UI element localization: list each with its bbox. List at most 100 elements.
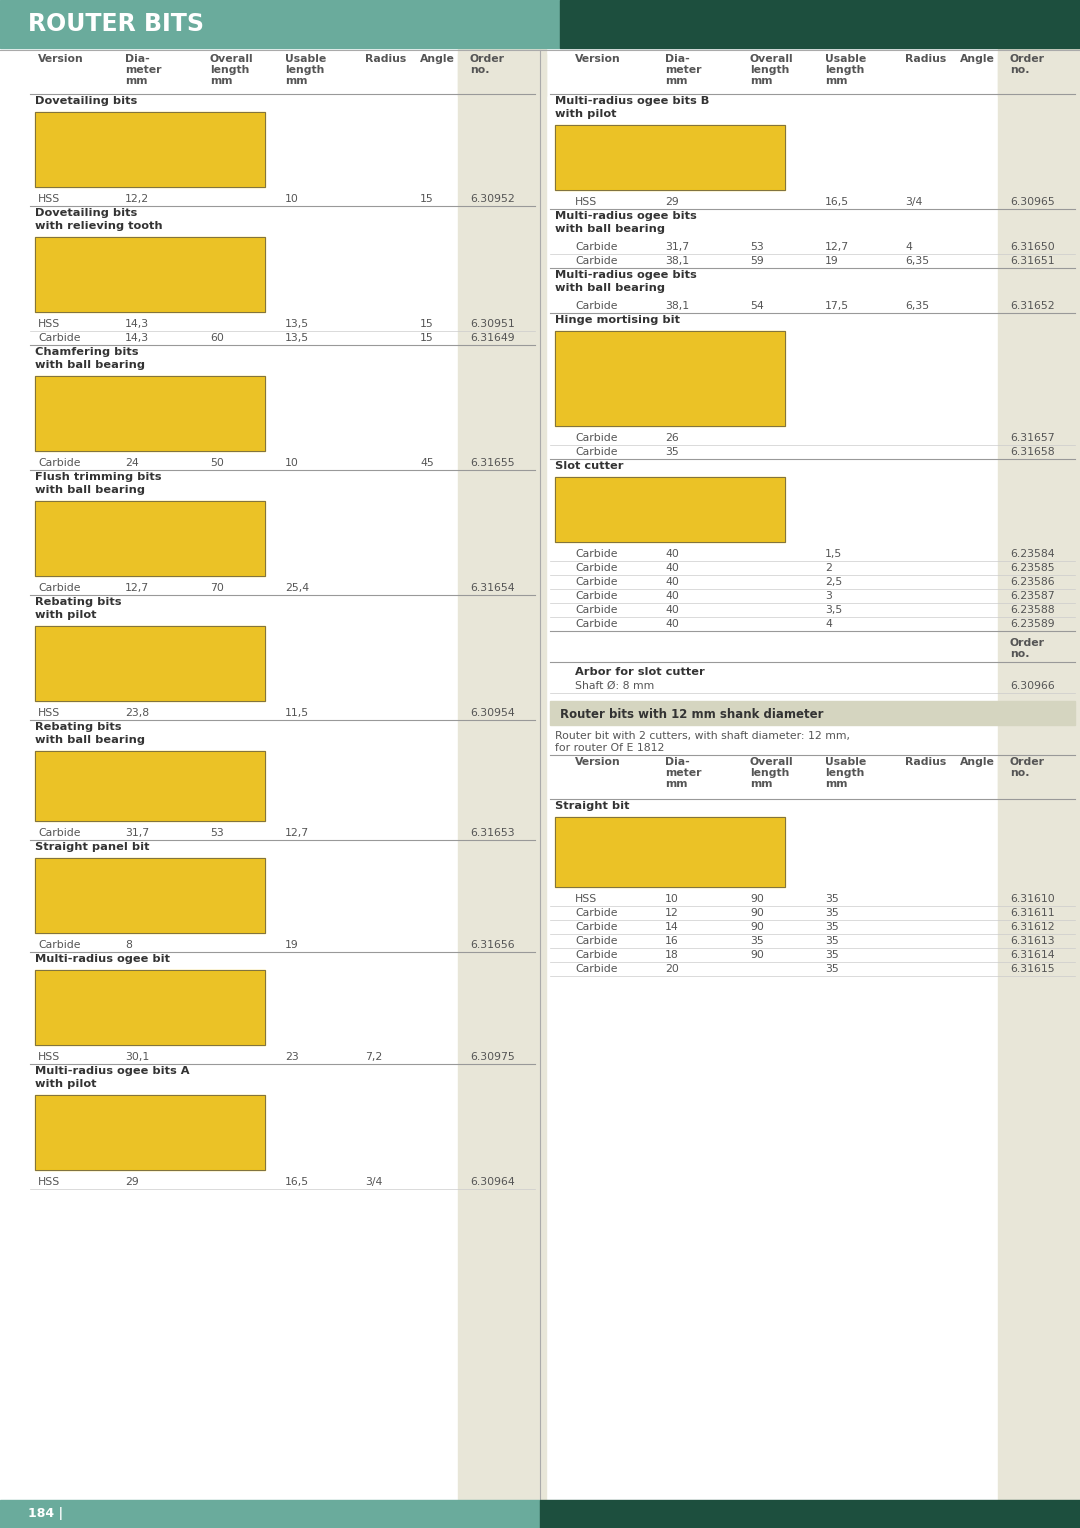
Text: Radius: Radius [905,756,946,767]
Text: 40: 40 [665,578,679,587]
Bar [35,1096,265,1170]
Text: 6.31614: 6.31614 [1010,950,1055,960]
Text: Carbide: Carbide [38,333,81,342]
Bar [458,40,546,1500]
Text: 6.31655: 6.31655 [470,458,515,468]
Text: 26: 26 [665,432,678,443]
Bar [35,750,265,821]
Text: Straight panel bit: Straight panel bit [35,842,149,853]
Text: Radius: Radius [905,53,946,64]
Text: Straight bit: Straight bit [555,801,630,811]
Text: Radius: Radius [365,53,406,64]
Text: Version: Version [575,53,621,64]
Text: Usable: Usable [285,53,326,64]
Text: 59: 59 [750,257,764,266]
Text: Dia-: Dia- [665,53,690,64]
Text: 12,7: 12,7 [825,241,849,252]
Text: HSS: HSS [575,894,597,905]
Bar [35,376,265,451]
Text: Carbide: Carbide [38,458,81,468]
Text: Overall: Overall [750,756,794,767]
Text: Dia-: Dia- [665,756,690,767]
Text: 18: 18 [665,950,678,960]
Text: 40: 40 [665,562,679,573]
Text: 19: 19 [285,940,299,950]
Text: 17,5: 17,5 [825,301,849,312]
Text: Rebating bits: Rebating bits [35,597,121,607]
Bar [540,1500,1080,1528]
Text: Version: Version [575,756,621,767]
Text: 38,1: 38,1 [665,301,689,312]
Text: 6.31657: 6.31657 [1010,432,1055,443]
Text: 8: 8 [125,940,132,950]
Bar [35,501,265,576]
Text: 3/4: 3/4 [905,197,922,206]
Bar [35,859,265,934]
Text: 6.23587: 6.23587 [1010,591,1055,601]
Bar [458,53,546,96]
Text: length: length [750,769,789,778]
Text: 6.30964: 6.30964 [470,1177,515,1187]
Bar [555,817,785,886]
Text: Dovetailing bits: Dovetailing bits [35,96,137,105]
Text: 6.30951: 6.30951 [470,319,515,329]
Text: 2,5: 2,5 [825,578,842,587]
Text: no.: no. [470,66,489,75]
Text: 6.31610: 6.31610 [1010,894,1055,905]
Text: Multi-radius ogee bits A: Multi-radius ogee bits A [35,1067,189,1076]
Bar [0,0,561,47]
Text: Arbor for slot cutter: Arbor for slot cutter [575,668,705,677]
Text: 13,5: 13,5 [285,319,309,329]
Text: 14: 14 [665,921,678,932]
Text: Order: Order [1010,756,1045,767]
Text: Order: Order [470,53,505,64]
Text: Angle: Angle [960,53,995,64]
Text: 54: 54 [750,301,764,312]
Text: 184 |: 184 | [28,1508,63,1520]
Text: 29: 29 [665,197,678,206]
Text: HSS: HSS [38,194,60,205]
Bar [998,53,1080,96]
Bar [35,112,265,186]
Text: Rebating bits: Rebating bits [35,723,121,732]
Text: 70: 70 [210,584,224,593]
Text: with ball bearing: with ball bearing [35,484,145,495]
Text: 12: 12 [665,908,678,918]
Text: 53: 53 [210,828,224,837]
Text: Multi-radius ogee bits B: Multi-radius ogee bits B [555,96,710,105]
Text: Multi-radius ogee bits: Multi-radius ogee bits [555,270,697,280]
Bar [555,332,785,426]
Text: 6.31654: 6.31654 [470,584,515,593]
Text: ROUTER BITS: ROUTER BITS [28,12,204,37]
Text: mm: mm [825,779,848,788]
Text: 6.23589: 6.23589 [1010,619,1055,630]
Text: Carbide: Carbide [575,578,618,587]
Text: 6.31658: 6.31658 [1010,448,1055,457]
Text: 90: 90 [750,908,764,918]
Text: Carbide: Carbide [575,241,618,252]
Text: 40: 40 [665,549,679,559]
Text: 6.30965: 6.30965 [1010,197,1055,206]
Text: mm: mm [285,76,308,86]
Text: 35: 35 [825,921,839,932]
Text: 6.31651: 6.31651 [1010,257,1055,266]
Text: 7,2: 7,2 [365,1051,382,1062]
Text: 50: 50 [210,458,224,468]
Text: mm: mm [750,76,772,86]
Text: 12,2: 12,2 [125,194,149,205]
Text: with relieving tooth: with relieving tooth [35,222,163,231]
Text: Order: Order [1010,639,1045,648]
Text: 6.31612: 6.31612 [1010,921,1055,932]
Text: 35: 35 [665,448,678,457]
Bar [998,756,1080,799]
Text: mm: mm [210,76,232,86]
Bar [35,626,265,701]
Text: HSS: HSS [38,1051,60,1062]
Text: 4: 4 [905,241,912,252]
Text: mm: mm [750,779,772,788]
Text: 14,3: 14,3 [125,333,149,342]
Text: Carbide: Carbide [38,584,81,593]
Text: with ball bearing: with ball bearing [555,283,665,293]
Bar [35,376,265,451]
Text: 6.30975: 6.30975 [470,1051,515,1062]
